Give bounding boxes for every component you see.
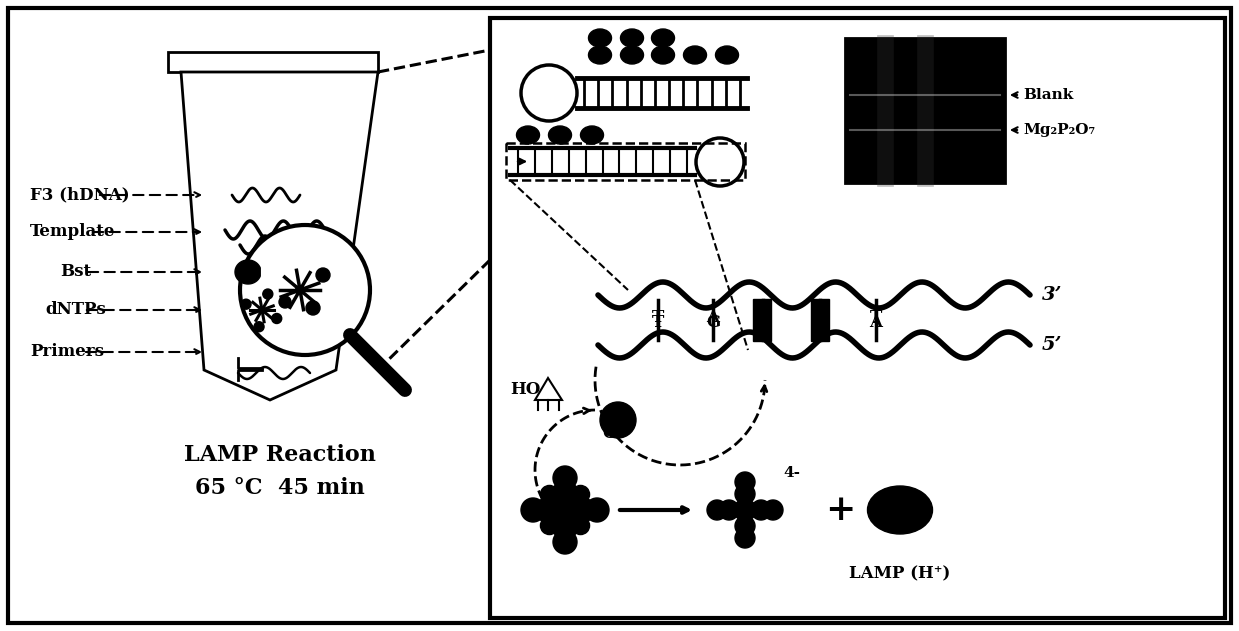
- Text: G: G: [756, 314, 771, 331]
- Circle shape: [306, 301, 320, 315]
- Circle shape: [254, 322, 264, 332]
- Text: dNTPs: dNTPs: [45, 302, 105, 319]
- Text: 3’: 3’: [1042, 286, 1062, 304]
- Circle shape: [553, 480, 577, 504]
- Circle shape: [551, 496, 579, 524]
- Text: A: A: [870, 314, 882, 331]
- Text: HO: HO: [510, 382, 540, 399]
- Circle shape: [553, 516, 577, 540]
- Ellipse shape: [581, 126, 603, 144]
- Ellipse shape: [549, 126, 571, 144]
- Circle shape: [571, 485, 590, 504]
- Ellipse shape: [517, 126, 539, 144]
- Ellipse shape: [621, 29, 643, 47]
- Text: A: A: [814, 309, 826, 326]
- Bar: [489, 18, 1225, 618]
- Circle shape: [271, 314, 281, 324]
- Circle shape: [535, 498, 559, 522]
- Circle shape: [707, 500, 727, 520]
- Circle shape: [242, 299, 252, 309]
- Text: A: A: [706, 309, 720, 326]
- Text: F3 (hDNA): F3 (hDNA): [30, 187, 130, 204]
- Circle shape: [585, 498, 610, 522]
- Circle shape: [263, 289, 273, 299]
- Text: O: O: [602, 425, 617, 442]
- Circle shape: [719, 500, 738, 520]
- Bar: [169, 52, 378, 72]
- Ellipse shape: [684, 46, 706, 64]
- Circle shape: [735, 472, 755, 492]
- Circle shape: [733, 499, 756, 521]
- Circle shape: [553, 530, 577, 554]
- Text: T: T: [652, 314, 664, 331]
- Circle shape: [600, 402, 636, 438]
- Text: LAMP (H⁺): LAMP (H⁺): [849, 565, 950, 582]
- Ellipse shape: [589, 29, 612, 47]
- Bar: [812, 299, 829, 341]
- Text: Blank: Blank: [1023, 88, 1073, 102]
- Polygon shape: [181, 72, 378, 400]
- Ellipse shape: [652, 29, 674, 47]
- Text: +: +: [825, 493, 855, 527]
- Circle shape: [735, 516, 755, 536]
- Text: G: G: [706, 314, 720, 331]
- Circle shape: [696, 138, 743, 186]
- Circle shape: [751, 500, 771, 520]
- Circle shape: [279, 296, 291, 308]
- Ellipse shape: [715, 46, 738, 64]
- Text: T: T: [652, 309, 664, 326]
- Circle shape: [316, 268, 330, 282]
- Circle shape: [735, 484, 755, 504]
- Ellipse shape: [621, 46, 643, 64]
- Text: G: G: [756, 309, 771, 326]
- Text: 5’: 5’: [1042, 336, 1062, 354]
- Circle shape: [296, 286, 305, 295]
- Circle shape: [571, 517, 590, 534]
- Text: Bst: Bst: [59, 264, 92, 281]
- Bar: [753, 299, 771, 341]
- Text: T: T: [870, 309, 882, 326]
- Text: Mg₂P₂O₇: Mg₂P₂O₇: [1023, 123, 1095, 137]
- Circle shape: [571, 498, 595, 522]
- Text: Primers: Primers: [30, 343, 104, 360]
- Circle shape: [522, 65, 577, 121]
- Text: Template: Template: [30, 223, 115, 240]
- Circle shape: [240, 225, 370, 355]
- Circle shape: [259, 307, 265, 312]
- Circle shape: [553, 466, 577, 490]
- Ellipse shape: [867, 486, 933, 534]
- Text: T: T: [814, 314, 826, 331]
- Ellipse shape: [652, 46, 674, 64]
- Polygon shape: [235, 260, 260, 284]
- Circle shape: [735, 528, 755, 548]
- Ellipse shape: [589, 46, 612, 64]
- Bar: [506, 143, 745, 180]
- Bar: [845, 38, 1005, 183]
- Circle shape: [763, 500, 783, 520]
- Text: 65 °C  45 min: 65 °C 45 min: [195, 477, 364, 499]
- Circle shape: [540, 517, 559, 534]
- Polygon shape: [535, 378, 563, 400]
- Text: 4-: 4-: [783, 466, 800, 480]
- Circle shape: [522, 498, 545, 522]
- Text: LAMP Reaction: LAMP Reaction: [185, 444, 375, 466]
- Circle shape: [540, 485, 559, 504]
